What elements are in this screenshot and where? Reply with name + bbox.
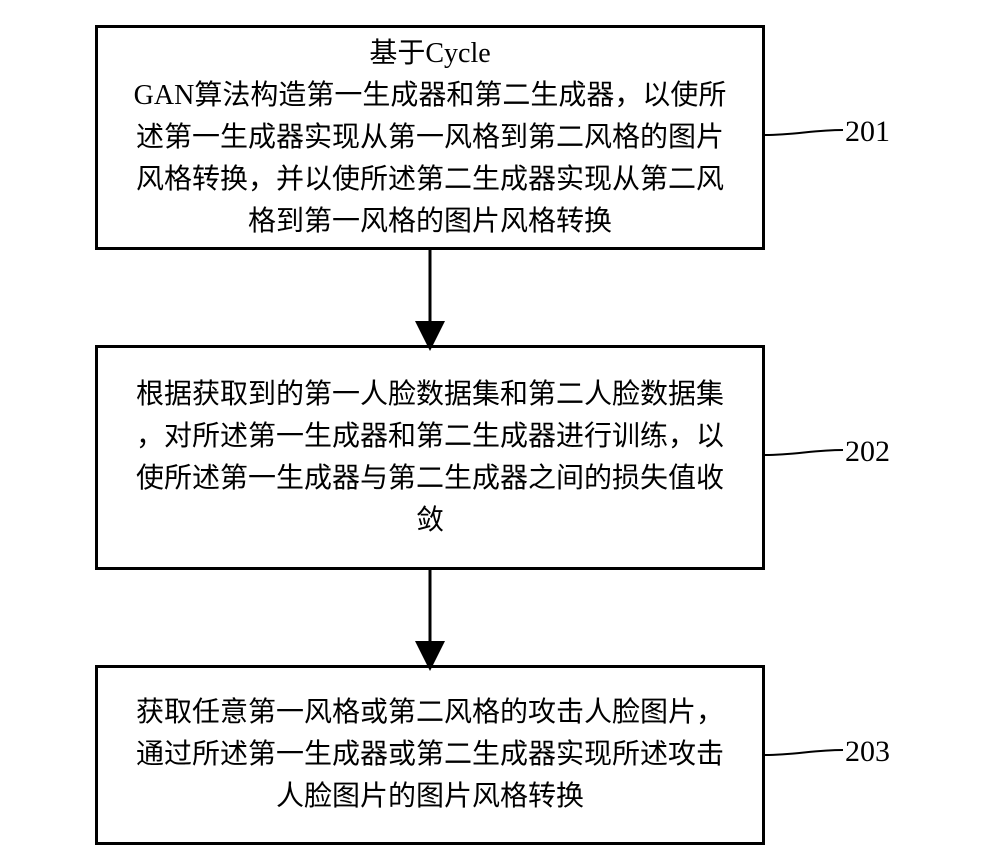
label-connector bbox=[765, 130, 843, 135]
step-label: 202 bbox=[845, 435, 890, 469]
flowchart-node: 基于CycleGAN算法构造第一生成器和第二生成器，以使所述第一生成器实现从第一… bbox=[95, 25, 765, 250]
label-connector bbox=[765, 450, 843, 455]
step-label: 201 bbox=[845, 115, 890, 149]
node-text: 获取任意第一风格或第二风格的攻击人脸图片，通过所述第一生成器或第二生成器实现所述… bbox=[118, 692, 742, 818]
flowchart-canvas: 基于CycleGAN算法构造第一生成器和第二生成器，以使所述第一生成器实现从第一… bbox=[0, 0, 1000, 867]
flowchart-node: 根据获取到的第一人脸数据集和第二人脸数据集，对所述第一生成器和第二生成器进行训练… bbox=[95, 345, 765, 570]
label-connector bbox=[765, 750, 843, 755]
flowchart-node: 获取任意第一风格或第二风格的攻击人脸图片，通过所述第一生成器或第二生成器实现所述… bbox=[95, 665, 765, 845]
node-text: 根据获取到的第一人脸数据集和第二人脸数据集，对所述第一生成器和第二生成器进行训练… bbox=[118, 374, 742, 542]
node-text: 基于CycleGAN算法构造第一生成器和第二生成器，以使所述第一生成器实现从第一… bbox=[118, 33, 742, 243]
step-label: 203 bbox=[845, 735, 890, 769]
